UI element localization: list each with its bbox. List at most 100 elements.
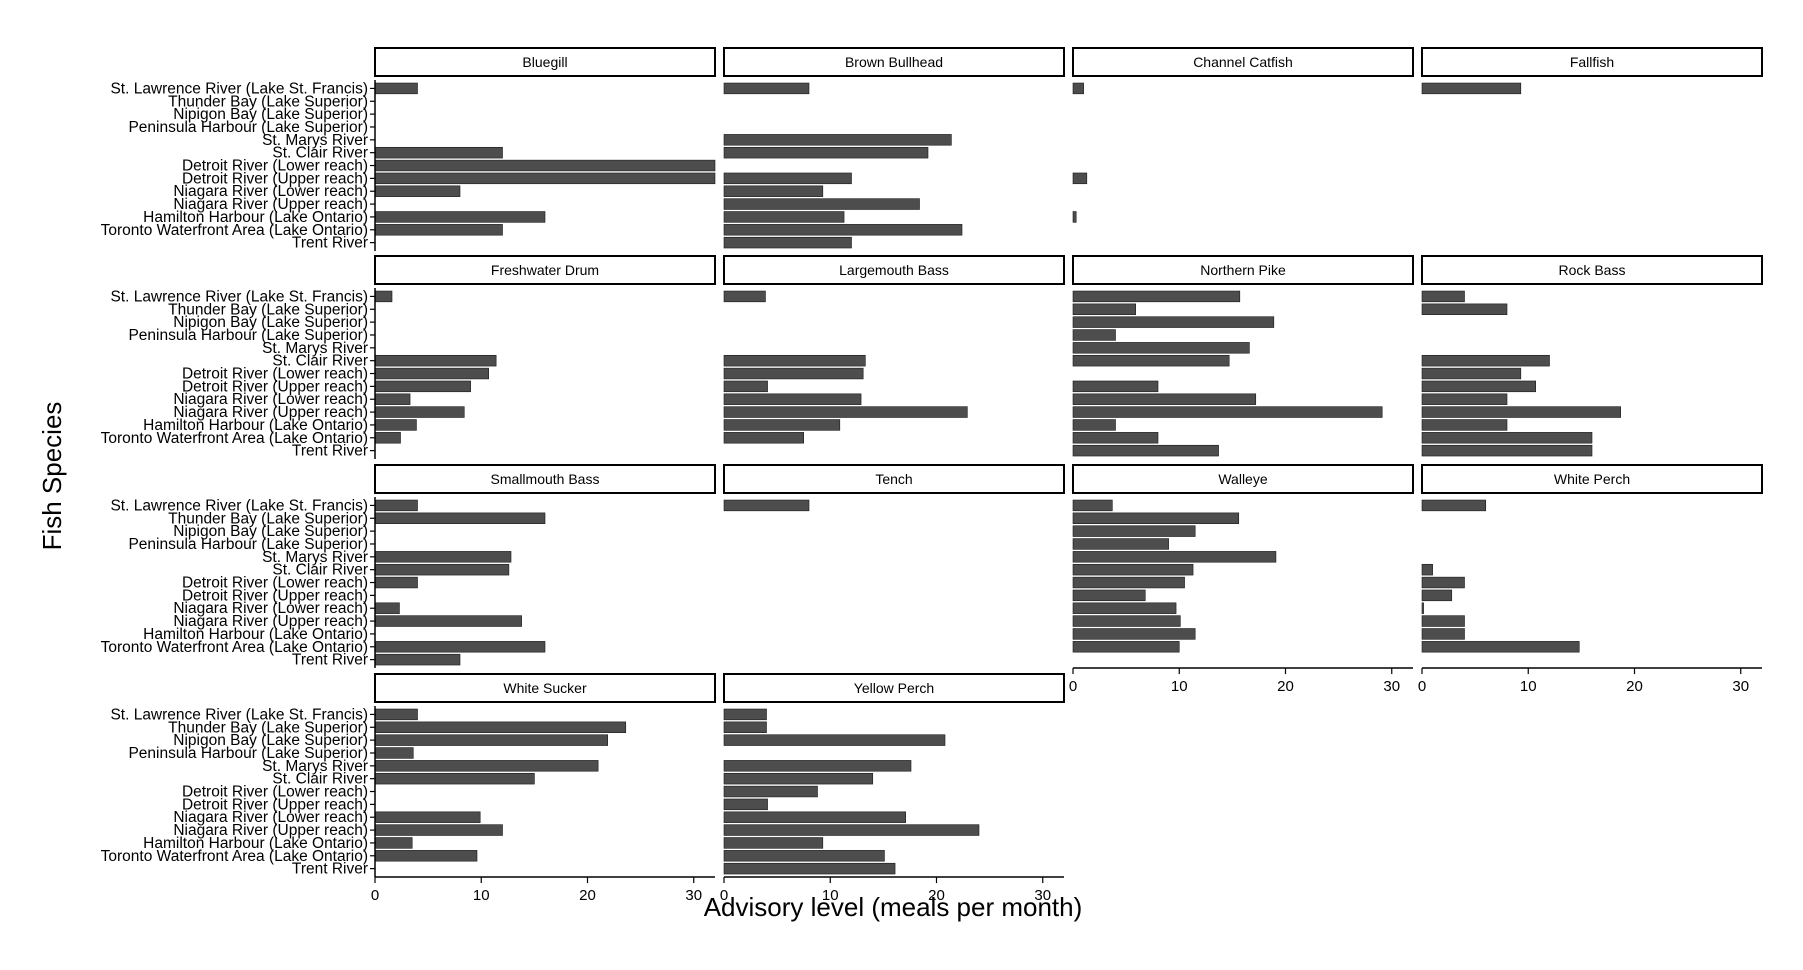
bar-yellow-perch-nipigon-bay-lake-superior [723,734,946,746]
y-tick-label: St. Marys River [262,340,368,357]
panel-strip [374,673,716,703]
y-tick-label: Thunder Bay (Lake Superior) [168,93,368,110]
panel-title: Northern Pike [1200,262,1286,278]
panel-fallfish: Fallfish [1421,47,1763,95]
panel-northern-pike: Northern Pike [1072,255,1414,457]
bar-white-perch-hamilton-harbour-lake-ontario [1421,628,1465,640]
bar-largemouth-bass-detroit-river-lower-reach [723,367,864,380]
bar-white-perch-niagara-river-upper-reach [1421,615,1465,627]
panel-strip [1421,47,1763,77]
bar-rock-bass-st-clair-river [1421,354,1550,367]
bar-walleye-st-marys-river [1072,551,1277,563]
x-tick-label: 10 [822,887,839,904]
bar-channel-catfish-hamilton-harbour-lake-ontario [1072,211,1077,223]
bar-rock-bass-detroit-river-upper-reach [1421,380,1536,393]
panel-yellow-perch: Yellow Perch 0 10 20 30 [720,673,1065,904]
bar-rock-bass-st-lawrence-river-lake-st-francis [1421,290,1465,303]
y-tick-label: Detroit River (Lower reach) [182,575,368,592]
y-tick-label: Detroit River (Upper reach) [182,170,368,187]
y-tick-label: Hamilton Harbour (Lake Ontario) [143,626,368,643]
y-tick-label: Niagara River (Lower reach) [173,809,368,826]
bar-tench-st-lawrence-river-lake-st-francis [723,499,810,512]
panel-channel-catfish: Channel Catfish [1072,47,1414,223]
bar-smallmouth-bass-st-clair-river [374,563,510,576]
bar-brown-bullhead-trent-river [723,236,852,249]
panel-strip [374,464,716,494]
y-tick-label: Nipigon Bay (Lake Superior) [173,523,368,540]
y-tick-label: St. Clair River [272,145,368,162]
bar-bluegill-detroit-river-upper-reach [374,172,716,185]
panel-strip [1072,255,1414,285]
bar-smallmouth-bass-st-marys-river [374,551,512,563]
bar-northern-pike-toronto-waterfront-area-lake-ontario [1072,432,1159,444]
x-tick-label: 20 [579,887,596,904]
y-tick-label: St. Lawrence River (Lake St. Francis) [110,497,368,514]
panel-strip [723,255,1065,285]
y-tick-label: Peninsula Harbour (Lake Superior) [128,536,368,553]
bar-northern-pike-niagara-river-upper-reach [1072,406,1383,418]
x-tick-label: 0 [1418,678,1426,695]
bar-walleye-peninsula-harbour-lake-superior [1072,538,1169,550]
bar-white-perch-detroit-river-upper-reach [1421,589,1453,602]
bar-channel-catfish-st-lawrence-river-lake-st-francis [1072,82,1084,95]
bar-largemouth-bass-detroit-river-upper-reach [723,380,768,393]
bar-freshwater-drum-niagara-river-lower-reach [374,393,411,405]
y-tick-label: Niagara River (Upper reach) [173,196,368,213]
panel-white-sucker: White Sucker St. Lawrence River (Lake St.… [101,673,716,904]
bar-white-sucker-hamilton-harbour-lake-ontario [374,837,413,849]
bar-walleye-detroit-river-lower-reach [1072,576,1185,589]
bar-bluegill-hamilton-harbour-lake-ontario [374,211,546,223]
bar-rock-bass-niagara-river-lower-reach [1421,393,1508,405]
panel-strip [1421,464,1763,494]
bar-bluegill-st-lawrence-river-lake-st-francis [374,82,418,95]
bar-smallmouth-bass-thunder-bay-lake-superior [374,512,546,524]
panel-strip [1421,255,1763,285]
bar-freshwater-drum-toronto-waterfront-area-lake-ontario [374,432,401,444]
y-tick-label: Detroit River (Upper reach) [182,378,368,395]
bar-walleye-niagara-river-upper-reach [1072,615,1181,627]
y-tick-label: St. Lawrence River (Lake St. Francis) [110,80,368,97]
panel-bluegill: Bluegill St. Lawrence River (Lake St. Fra… [101,47,716,252]
bar-rock-bass-toronto-waterfront-area-lake-ontario [1421,432,1593,444]
bar-smallmouth-bass-toronto-waterfront-area-lake-ontario [374,641,546,653]
bar-white-sucker-st-marys-river [374,760,599,772]
y-tick-label: Niagara River (Lower reach) [173,600,368,617]
panel-title: Largemouth Bass [839,262,949,278]
y-tick-label: Toronto Waterfront Area (Lake Ontario) [101,222,368,239]
y-tick-label: Nipigon Bay (Lake Superior) [173,314,368,331]
bar-rock-bass-detroit-river-lower-reach [1421,367,1522,380]
y-tick-label: Niagara River (Lower reach) [173,391,368,408]
y-tick-label: St. Clair River [272,562,368,579]
y-tick-label: Niagara River (Lower reach) [173,183,368,200]
bar-bluegill-detroit-river-lower-reach [374,159,716,172]
panel-title: Channel Catfish [1193,54,1293,70]
bar-yellow-perch-st-marys-river [723,760,912,772]
panel-title: Walleye [1218,471,1267,487]
x-tick-label: 0 [371,887,379,904]
panel-strip [374,47,716,77]
x-axis-title: Advisory level (meals per month) [704,892,1083,922]
bar-freshwater-drum-niagara-river-upper-reach [374,406,465,418]
y-tick-label: Niagara River (Upper reach) [173,613,368,630]
panel-title: Bluegill [522,54,567,70]
bar-brown-bullhead-st-clair-river [723,146,929,159]
y-tick-label: Nipigon Bay (Lake Superior) [173,106,368,123]
bar-bluegill-st-clair-river [374,146,503,159]
panel-rock-bass: Rock Bass [1421,255,1763,457]
bar-brown-bullhead-toronto-waterfront-area-lake-ontario [723,224,963,236]
y-tick-label: Thunder Bay (Lake Superior) [168,510,368,527]
bar-white-sucker-niagara-river-lower-reach [374,811,481,823]
bar-yellow-perch-st-clair-river [723,772,874,785]
panel-strip [723,673,1065,703]
bar-northern-pike-nipigon-bay-lake-superior [1072,316,1275,328]
panel-strip [374,255,716,285]
y-tick-label: Thunder Bay (Lake Superior) [168,719,368,736]
x-tick-label: 20 [928,887,945,904]
panel-strip [723,464,1065,494]
bar-walleye-detroit-river-upper-reach [1072,589,1146,602]
y-tick-label: Trent River [292,652,368,669]
bar-white-sucker-niagara-river-upper-reach [374,824,503,836]
bar-walleye-st-lawrence-river-lake-st-francis [1072,499,1113,512]
bar-largemouth-bass-st-lawrence-river-lake-st-francis [723,290,766,303]
